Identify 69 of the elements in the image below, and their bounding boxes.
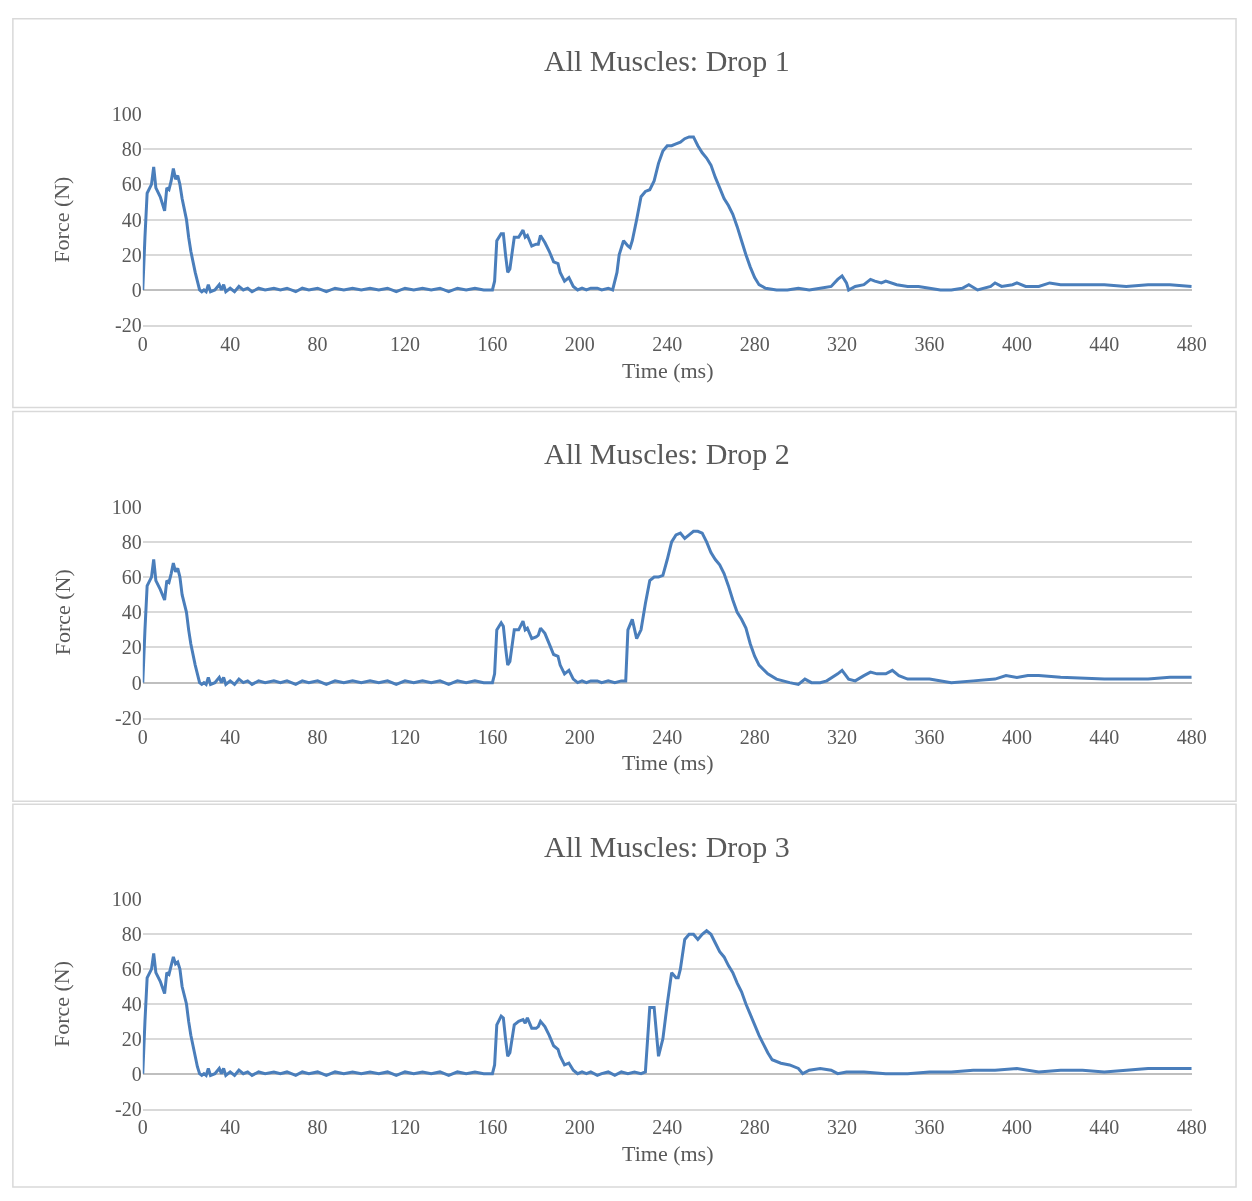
x-tick-label: 280	[739, 1116, 770, 1139]
x-tick-label: 320	[827, 725, 858, 748]
y-tick-label: 0	[131, 671, 142, 694]
x-tick-label: 160	[477, 1116, 508, 1139]
y-tick-label: 20	[121, 243, 142, 266]
x-tick-label: 120	[390, 332, 420, 355]
x-tick-label: 360	[914, 725, 945, 748]
x-tick-label: 120	[390, 725, 420, 748]
x-tick-label: 80	[307, 332, 328, 355]
x-tick-label: 400	[1001, 725, 1032, 748]
x-tick-label: 160	[477, 725, 508, 748]
chart-title: All Muscles: Drop 1	[544, 44, 790, 77]
x-tick-label: 80	[307, 1116, 328, 1139]
y-axis-title: Force (N)	[49, 176, 75, 263]
x-tick-label: 120	[390, 1116, 420, 1139]
y-tick-label: 100	[111, 495, 142, 518]
x-tick-label: 480	[1176, 332, 1207, 355]
x-tick-label: 200	[564, 725, 595, 748]
x-tick-label: 280	[739, 332, 770, 355]
x-tick-label: 360	[914, 332, 945, 355]
y-tick-label: 0	[131, 1062, 142, 1085]
x-tick-label: 40	[220, 1116, 241, 1139]
y-tick-label: -20	[115, 1097, 142, 1120]
x-tick-label: 200	[564, 1116, 595, 1139]
x-tick-label: 440	[1089, 1116, 1120, 1139]
line-series	[142, 135, 1192, 294]
x-tick-label: 440	[1089, 332, 1120, 355]
x-tick-label: 320	[827, 1116, 858, 1139]
y-tick-label: 60	[121, 566, 142, 589]
x-tick-label: 400	[1001, 332, 1032, 355]
x-tick-label: 360	[914, 1116, 945, 1139]
y-tick-label: 60	[121, 958, 142, 981]
x-tick-label: 480	[1176, 1116, 1207, 1139]
x-tick-label: 440	[1089, 725, 1120, 748]
x-tick-label: 160	[477, 332, 508, 355]
y-tick-label: 80	[121, 923, 142, 946]
y-tick-label: -20	[115, 314, 142, 337]
chart-title: All Muscles: Drop 2	[544, 437, 790, 470]
y-tick-label: 60	[121, 173, 142, 196]
x-tick-label: 40	[220, 725, 241, 748]
y-tick-label: -20	[115, 706, 142, 729]
x-tick-label: 200	[564, 332, 595, 355]
line-series	[142, 529, 1192, 686]
y-tick-label: 20	[121, 1027, 142, 1050]
x-tick-label: 240	[652, 725, 683, 748]
x-tick-label: 400	[1001, 1116, 1032, 1139]
y-tick-label: 80	[121, 138, 142, 161]
x-axis-title: Time (ms)	[622, 1141, 714, 1166]
x-axis-title: Time (ms)	[622, 750, 714, 775]
y-tick-label: 40	[121, 992, 142, 1015]
y-tick-label: 20	[121, 636, 142, 659]
x-axis-title: Time (ms)	[622, 358, 714, 383]
x-tick-label: 480	[1176, 725, 1207, 748]
x-tick-label: 240	[652, 332, 683, 355]
y-tick-label: 100	[111, 103, 142, 126]
y-tick-label: 0	[131, 278, 142, 301]
y-tick-label: 100	[111, 888, 142, 911]
line-series	[142, 929, 1192, 1077]
y-tick-label: 80	[121, 530, 142, 553]
y-tick-label: 40	[121, 601, 142, 624]
x-tick-label: 280	[739, 725, 770, 748]
chart-title: All Muscles: Drop 3	[544, 830, 790, 863]
y-axis-title: Force (N)	[49, 960, 75, 1048]
y-axis-title: Force (N)	[49, 569, 75, 656]
x-tick-label: 80	[307, 725, 328, 748]
x-tick-label: 40	[220, 332, 241, 355]
y-tick-label: 40	[121, 208, 142, 231]
x-tick-label: 320	[827, 332, 858, 355]
x-tick-label: 240	[652, 1116, 683, 1139]
